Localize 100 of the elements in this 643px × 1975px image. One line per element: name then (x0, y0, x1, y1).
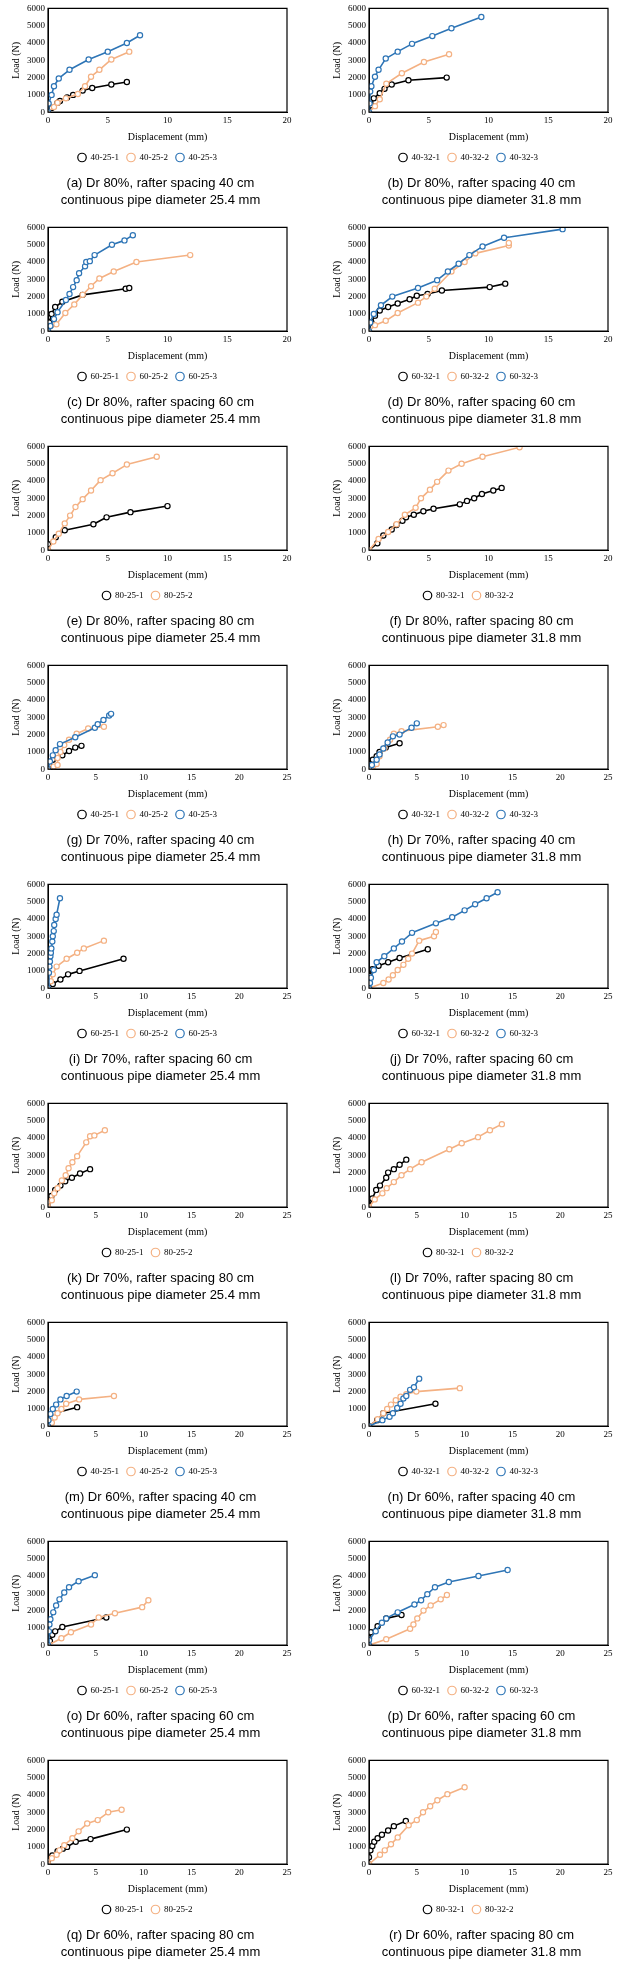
y-axis-title: Load (N) (330, 479, 343, 517)
legend-label: 60-32-3 (509, 1027, 539, 1038)
text: (p) Dr 60%, rafter spacing 60 cm continuous pipe diameter 31.8 mm (380, 1707, 583, 1741)
x-tick-label: 15 (186, 771, 197, 782)
y-tick-label: 5000 (348, 239, 367, 250)
y-tick-label: 1000 (27, 1622, 46, 1633)
x-tick-label: 10 (460, 771, 470, 782)
y-tick-label: 5000 (27, 239, 46, 250)
x-tick-label: 25 (603, 990, 613, 1001)
y-tick-label: 6000 (348, 440, 367, 451)
legend-label: 60-25-2 (139, 370, 168, 381)
y-tick-label: 1000 (27, 746, 46, 757)
y-tick-label: 2000 (27, 1823, 46, 1834)
legend-label: 40-25-3 (188, 1465, 218, 1476)
y-tick-label: 1000 (348, 1622, 367, 1633)
y-axis-title: Load (N) (330, 41, 343, 79)
y-tick-label: 6000 (348, 2, 367, 13)
legend-label: 80-25-1 (115, 1246, 144, 1257)
x-tick-label: 25 (282, 1866, 292, 1877)
y-tick-label: 4000 (27, 256, 46, 267)
y-tick-label: 2000 (27, 71, 46, 82)
y-tick-label: 3000 (348, 711, 367, 722)
x-tick-label: 5 (426, 552, 432, 563)
legend-label: 60-32-2 (460, 1027, 489, 1038)
y-tick-label: 0 (40, 1858, 46, 1869)
x-tick-label: 20 (555, 1428, 566, 1439)
x-tick-label: 10 (460, 1209, 470, 1220)
y-tick-label: 3000 (348, 54, 367, 65)
x-tick-label: 15 (507, 1428, 518, 1439)
x-tick-label: 20 (282, 333, 292, 344)
text: (b) Dr 80%, rafter spacing 40 cm continuous pipe diameter 31.8 mm (380, 174, 583, 208)
x-tick-label: 5 (93, 1428, 99, 1439)
y-tick-label: 6000 (27, 1754, 46, 1765)
x-tick-label: 15 (507, 1209, 518, 1220)
y-tick-label: 6000 (27, 1535, 46, 1546)
y-tick-label: 5000 (348, 1772, 367, 1783)
y-tick-label: 4000 (27, 1351, 46, 1362)
legend-label: 60-25-3 (188, 370, 218, 381)
legend-label: 40-25-3 (188, 151, 218, 162)
x-tick-label: 20 (282, 552, 292, 563)
y-tick-label: 5000 (27, 1772, 46, 1783)
x-tick-label: 10 (139, 771, 149, 782)
y-tick-label: 3000 (27, 930, 46, 941)
x-tick-label: 20 (555, 1647, 566, 1658)
legend-label: 60-32-1 (411, 1684, 441, 1695)
legend-label: 40-32-2 (460, 1465, 489, 1476)
x-tick-label: 20 (234, 771, 245, 782)
legend-label: 60-32-2 (460, 370, 489, 381)
x-tick-label: 5 (93, 1866, 99, 1877)
y-tick-label: 0 (361, 106, 367, 117)
text: (e) Dr 80%, rafter spacing 80 cm continuous pipe diameter 25.4 mm (59, 612, 262, 646)
legend-label: 80-25-2 (164, 589, 193, 600)
y-tick-label: 0 (40, 106, 46, 117)
x-tick-label: 15 (186, 1866, 197, 1877)
y-tick-label: 6000 (27, 1316, 46, 1327)
legend-label: 80-25-2 (164, 1246, 193, 1257)
legend-label: 60-32-1 (411, 1027, 441, 1038)
y-tick-label: 1000 (27, 527, 46, 538)
x-tick-label: 10 (163, 552, 173, 563)
y-tick-label: 6000 (348, 221, 367, 232)
y-tick-label: 4000 (348, 1132, 367, 1143)
x-tick-label: 15 (543, 114, 554, 125)
x-tick-label: 25 (282, 1428, 292, 1439)
x-tick-label: 15 (543, 552, 554, 563)
y-tick-label: 2000 (348, 71, 367, 82)
x-tick-label: 10 (139, 990, 149, 1001)
x-tick-label: 20 (234, 990, 245, 1001)
x-tick-label: 25 (282, 1647, 292, 1658)
x-tick-label: 25 (282, 771, 292, 782)
x-axis-title: Displacement (mm) (127, 1006, 208, 1019)
x-tick-label: 5 (414, 1647, 420, 1658)
y-tick-label: 3000 (348, 930, 367, 941)
x-tick-label: 25 (603, 771, 613, 782)
y-tick-label: 5000 (348, 1115, 367, 1126)
y-axis-title: Load (N) (9, 41, 22, 79)
legend-label: 80-25-2 (164, 1903, 193, 1914)
y-tick-label: 1000 (348, 965, 367, 976)
y-tick-label: 2000 (27, 947, 46, 958)
y-tick-label: 1000 (27, 1403, 46, 1414)
y-tick-label: 6000 (348, 1316, 367, 1327)
x-tick-label: 10 (460, 1428, 470, 1439)
legend-label: 60-25-1 (90, 1027, 120, 1038)
y-tick-label: 4000 (348, 475, 367, 486)
x-tick-label: 5 (414, 1428, 420, 1439)
x-tick-label: 5 (105, 114, 111, 125)
y-axis-title: Load (N) (330, 1793, 343, 1831)
y-tick-label: 5000 (27, 20, 46, 31)
y-tick-label: 5000 (348, 20, 367, 31)
legend-label: 40-32-2 (460, 151, 489, 162)
y-axis-title: Load (N) (330, 1355, 343, 1393)
x-tick-label: 15 (543, 333, 554, 344)
x-tick-label: 25 (603, 1866, 613, 1877)
y-tick-label: 4000 (27, 1570, 46, 1581)
x-tick-label: 25 (282, 1209, 292, 1220)
y-tick-label: 5000 (348, 458, 367, 469)
y-tick-label: 6000 (27, 221, 46, 232)
legend-label: 40-25-3 (188, 808, 218, 819)
y-axis-title: Load (N) (330, 260, 343, 298)
x-tick-label: 15 (507, 990, 518, 1001)
y-tick-label: 4000 (27, 913, 46, 924)
